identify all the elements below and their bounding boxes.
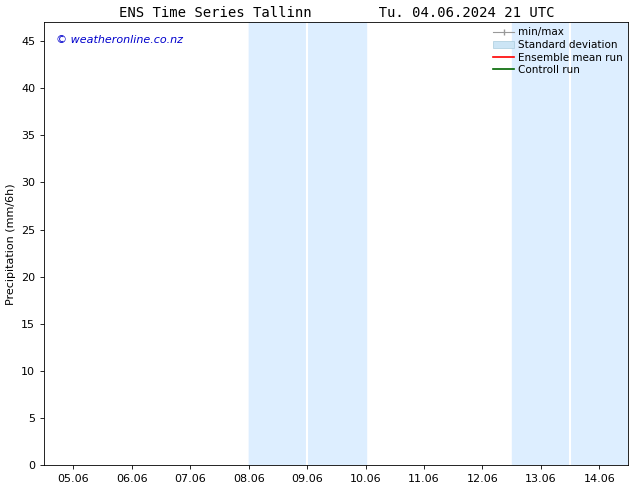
Bar: [541, 22, 628, 465]
Text: © weatheronline.co.nz: © weatheronline.co.nz: [56, 35, 183, 46]
Bar: [278, 22, 337, 465]
Bar: [249, 22, 366, 465]
Title: ENS Time Series Tallinn        Tu. 04.06.2024 21 UTC: ENS Time Series Tallinn Tu. 04.06.2024 2…: [119, 5, 554, 20]
Bar: [249, 22, 278, 465]
Y-axis label: Precipitation (mm/6h): Precipitation (mm/6h): [6, 183, 16, 305]
Bar: [541, 22, 570, 465]
Bar: [512, 22, 541, 465]
Legend: min/max, Standard deviation, Ensemble mean run, Controll run: min/max, Standard deviation, Ensemble me…: [491, 25, 625, 77]
